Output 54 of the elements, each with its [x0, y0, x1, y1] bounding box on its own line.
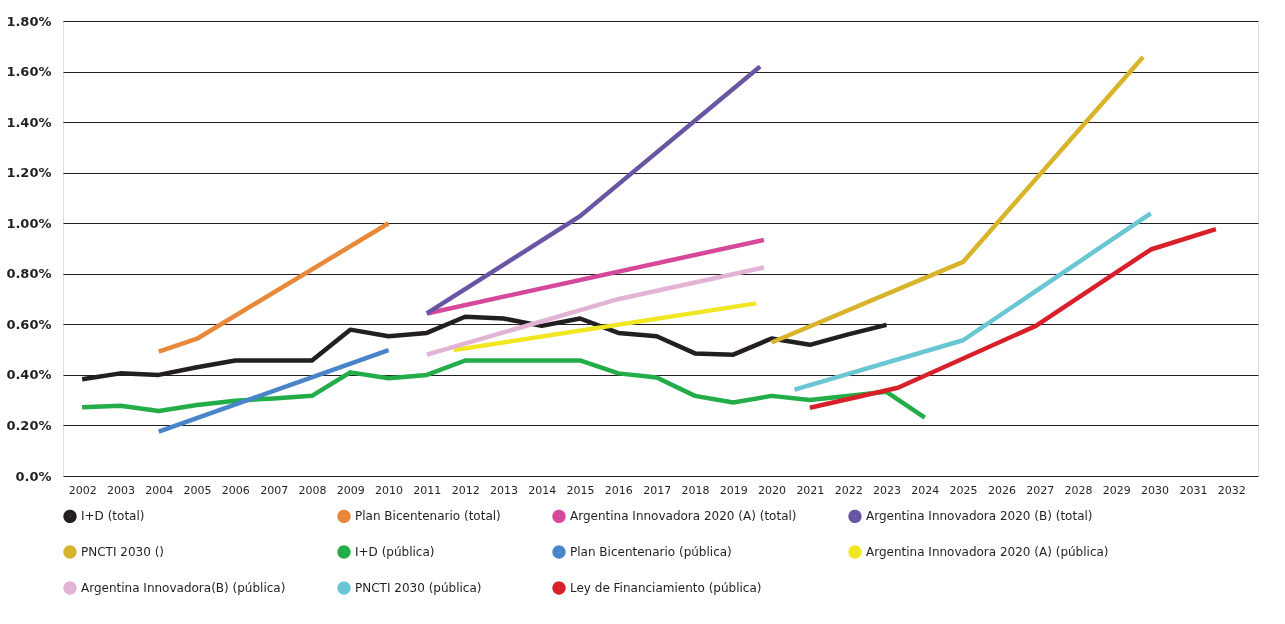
- x-tick-label: 2023: [872, 483, 901, 497]
- legend-label: Argentina Innovadora(B) (pública): [81, 581, 286, 595]
- x-tick-label: 2012: [451, 483, 480, 497]
- y-tick-label: 0.20%: [6, 417, 52, 433]
- x-tick-label: 2022: [834, 483, 863, 497]
- line-series: [79, 358, 928, 420]
- y-tick-label: 1.80%: [6, 13, 52, 29]
- x-tick-label: 2031: [1179, 483, 1208, 497]
- legend-label: Plan Bicentenario (total): [355, 509, 501, 524]
- x-tick-label: 2003: [106, 483, 135, 497]
- x-tick-label: 2016: [604, 483, 633, 497]
- y-tick-label: 1.40%: [6, 114, 52, 130]
- legend-label: Plan Bicentenario (pública): [570, 545, 732, 559]
- x-tick-label: 2019: [719, 483, 748, 497]
- x-tick-label: 2030: [1141, 483, 1170, 497]
- legend-label: Argentina Innovadora 2020 (A) (total): [570, 509, 797, 524]
- x-tick-label: 2021: [796, 483, 825, 497]
- x-tick-label: 2024: [911, 483, 940, 497]
- x-tick-label: 2010: [375, 483, 404, 497]
- x-tick-label: 2014: [528, 483, 557, 497]
- x-tick-label: 2008: [298, 483, 327, 497]
- x-tick-label: 2018: [681, 483, 710, 497]
- x-tick-label: 2029: [1102, 483, 1131, 497]
- y-tick-label: 1.60%: [6, 64, 52, 80]
- x-tick-label: 2026: [987, 483, 1016, 497]
- x-tick-label: 2005: [183, 483, 212, 497]
- y-tick-label: 1.00%: [6, 215, 52, 231]
- x-tick-label: 2007: [260, 483, 289, 497]
- legend-label: Argentina Innovadora 2020 (A) (pública): [866, 545, 1109, 559]
- legend-label: Ley de Financiamiento (pública): [570, 581, 762, 595]
- x-tick-label: 2028: [1064, 483, 1093, 497]
- legend-label: PNCTI 2030 (pública): [355, 581, 482, 595]
- x-tick-label: 2013: [489, 483, 518, 497]
- x-tick-label: 2017: [643, 483, 672, 497]
- y-tick-label: 0.40%: [6, 367, 52, 383]
- legend-label: PNCTI 2030 (): [81, 545, 164, 559]
- x-tick-label: 2025: [949, 483, 978, 497]
- x-tick-label: 2032: [1217, 483, 1246, 497]
- y-tick-label: 0.80%: [6, 266, 52, 282]
- x-tick-label: 2002: [68, 483, 97, 497]
- legend-label: I+D (pública): [355, 545, 435, 559]
- legend-label: I+D (total): [81, 509, 145, 524]
- line-series: [807, 226, 1219, 410]
- y-tick-label: 1.20%: [6, 165, 52, 181]
- y-tick-label: 0.60%: [6, 316, 52, 332]
- y-tick-label: 0.0%: [15, 468, 52, 484]
- x-tick-label: 2004: [145, 483, 174, 497]
- legend-label: Argentina Innovadora 2020 (B) (total): [866, 509, 1093, 524]
- x-tick-label: 2011: [413, 483, 442, 497]
- x-tick-label: 2020: [758, 483, 787, 497]
- x-tick-label: 2006: [221, 483, 250, 497]
- x-tick-label: 2009: [336, 483, 365, 497]
- x-tick-label: 2027: [1026, 483, 1055, 497]
- x-tick-label: 2015: [566, 483, 595, 497]
